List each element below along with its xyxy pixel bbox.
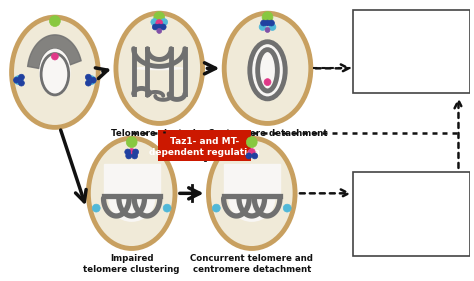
Text: Concurrent telomere and
centromere detachment: Concurrent telomere and centromere detac… — [191, 254, 313, 275]
Circle shape — [125, 149, 131, 155]
Ellipse shape — [108, 175, 155, 222]
Circle shape — [261, 20, 266, 26]
Bar — [103, 164, 160, 198]
Circle shape — [132, 153, 137, 159]
Circle shape — [128, 149, 135, 155]
Ellipse shape — [228, 175, 275, 222]
Circle shape — [18, 80, 24, 86]
Circle shape — [92, 204, 100, 212]
Circle shape — [161, 19, 168, 26]
Ellipse shape — [250, 42, 285, 99]
FancyBboxPatch shape — [353, 172, 470, 256]
Circle shape — [126, 153, 132, 159]
Ellipse shape — [39, 49, 71, 96]
Circle shape — [154, 12, 164, 22]
Circle shape — [151, 19, 158, 26]
Circle shape — [18, 74, 24, 80]
FancyBboxPatch shape — [158, 130, 251, 161]
Circle shape — [52, 53, 58, 60]
Text: • Proper spindle
  formation

• Efficient nuclear
  fusion: • Proper spindle formation • Efficient n… — [359, 19, 432, 78]
Ellipse shape — [258, 50, 277, 91]
Polygon shape — [27, 35, 81, 69]
Circle shape — [268, 20, 274, 26]
Circle shape — [91, 77, 96, 83]
Circle shape — [156, 20, 163, 26]
Circle shape — [248, 149, 255, 155]
Text: • Defective spindle
  formation

• Inefficient nuclear
  fusion: • Defective spindle formation • Ineffici… — [359, 182, 439, 241]
Circle shape — [269, 24, 276, 30]
Bar — [224, 164, 280, 198]
Circle shape — [259, 24, 266, 30]
Ellipse shape — [209, 138, 295, 248]
Circle shape — [264, 79, 271, 85]
Circle shape — [264, 20, 271, 26]
Text: Centromere detachment: Centromere detachment — [208, 129, 327, 138]
Ellipse shape — [41, 69, 69, 95]
Circle shape — [126, 137, 137, 148]
Circle shape — [133, 149, 138, 155]
Circle shape — [157, 28, 162, 33]
Circle shape — [156, 24, 162, 30]
Ellipse shape — [224, 13, 311, 123]
Circle shape — [212, 204, 220, 212]
Circle shape — [265, 28, 270, 32]
Circle shape — [152, 24, 158, 30]
Circle shape — [49, 16, 60, 26]
Ellipse shape — [88, 138, 175, 248]
Circle shape — [14, 77, 19, 83]
Circle shape — [163, 204, 171, 212]
Circle shape — [14, 76, 23, 85]
Ellipse shape — [11, 17, 98, 127]
Circle shape — [252, 153, 258, 159]
Text: Taz1- and MT-
dependent regulation: Taz1- and MT- dependent regulation — [149, 137, 260, 157]
FancyBboxPatch shape — [353, 10, 470, 93]
Circle shape — [246, 137, 257, 148]
Text: Telomere clustering: Telomere clustering — [111, 129, 208, 138]
Circle shape — [283, 204, 291, 212]
Ellipse shape — [134, 66, 185, 70]
Circle shape — [262, 12, 273, 22]
Ellipse shape — [116, 13, 202, 123]
Circle shape — [246, 153, 252, 159]
Circle shape — [85, 74, 91, 80]
Circle shape — [87, 76, 96, 85]
Circle shape — [160, 24, 166, 30]
Text: Impaired
telomere clustering: Impaired telomere clustering — [83, 254, 180, 275]
Circle shape — [85, 80, 91, 86]
